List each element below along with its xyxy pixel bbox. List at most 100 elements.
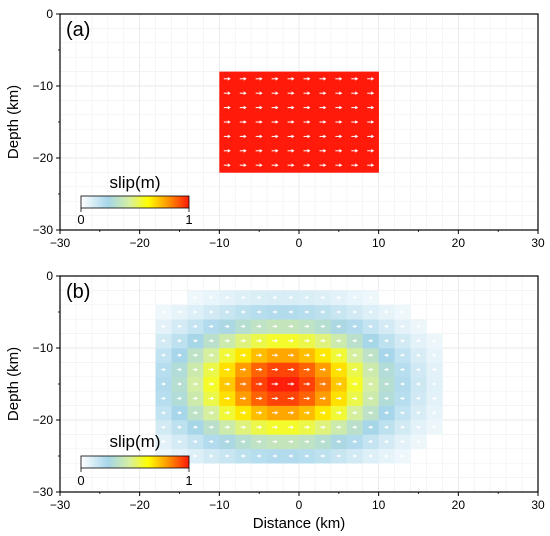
slip-arrow-head bbox=[339, 163, 343, 167]
panel-b-colorbar-min: 0 bbox=[77, 473, 84, 488]
slip-arrow-head bbox=[275, 134, 279, 139]
slip-arrow-head bbox=[307, 134, 311, 139]
panel-a-slip-arrows bbox=[223, 77, 375, 167]
slip-arrow-head bbox=[370, 396, 374, 401]
slip-arrow-head bbox=[259, 396, 263, 401]
slip-arrow-head bbox=[274, 324, 278, 329]
panel-b-slip-arrows bbox=[161, 295, 437, 458]
slip-arrow-head bbox=[371, 120, 375, 124]
slip-arrow-head bbox=[258, 310, 262, 314]
slip-arrow-head bbox=[243, 120, 247, 124]
slip-arrow-head bbox=[275, 396, 279, 401]
slip-arrow-head bbox=[178, 324, 182, 329]
slip-arrow-head bbox=[401, 339, 405, 343]
slip-arrow-head bbox=[258, 439, 262, 444]
slip-arrow-head bbox=[306, 439, 310, 444]
slip-arrow-head bbox=[290, 339, 294, 343]
slip-arrow-head bbox=[195, 382, 199, 386]
y-tick-label: −20 bbox=[33, 413, 54, 427]
x-tick-label: −10 bbox=[209, 498, 230, 512]
slip-arrow-head bbox=[194, 310, 198, 314]
slip-arrow-head bbox=[275, 339, 279, 343]
slip-arrow-head bbox=[290, 310, 294, 314]
slip-arrow-head bbox=[355, 149, 359, 153]
slip-arrow-head bbox=[307, 353, 311, 358]
slip-arrow-head bbox=[338, 367, 342, 372]
slip-arrow-head bbox=[242, 439, 246, 444]
slip-arrow-head bbox=[178, 439, 182, 444]
slip-arrow-head bbox=[211, 367, 215, 372]
slip-arrow-head bbox=[227, 120, 231, 124]
slip-arrow-head bbox=[291, 91, 295, 95]
slip-arrow-head bbox=[242, 324, 246, 329]
slip-arrow-head bbox=[338, 425, 342, 430]
x-tick-label: −20 bbox=[129, 236, 150, 250]
slip-arrow-head bbox=[178, 353, 182, 358]
slip-arrow-head bbox=[433, 353, 437, 358]
slip-arrow-head bbox=[322, 454, 326, 458]
slip-arrow-head bbox=[210, 439, 214, 444]
slip-arrow-head bbox=[291, 411, 295, 415]
x-tick-label: 30 bbox=[531, 236, 545, 250]
slip-arrow-head bbox=[306, 425, 310, 430]
slip-arrow-head bbox=[227, 149, 231, 153]
slip-arrow-head bbox=[307, 149, 311, 153]
slip-arrow-head bbox=[291, 105, 295, 110]
y-tick-label: −30 bbox=[33, 485, 54, 499]
slip-arrow-head bbox=[322, 425, 326, 430]
slip-arrow-head bbox=[322, 339, 326, 343]
slip-arrow-head bbox=[355, 77, 359, 81]
slip-arrow-head bbox=[178, 425, 182, 430]
slip-arrow-head bbox=[322, 439, 326, 444]
slip-arrow-head bbox=[371, 77, 375, 81]
slip-arrow-head bbox=[339, 120, 343, 124]
slip-arrow-head bbox=[259, 163, 263, 167]
slip-arrow-head bbox=[417, 382, 421, 386]
slip-arrow-head bbox=[194, 454, 198, 458]
slip-arrow-head bbox=[194, 324, 198, 329]
panel-b-ylabel: Depth (km) bbox=[5, 347, 22, 421]
slip-arrow-head bbox=[242, 295, 246, 300]
slip-arrow-head bbox=[385, 439, 389, 444]
slip-arrow-head bbox=[433, 339, 437, 343]
slip-arrow-head bbox=[355, 163, 359, 167]
slip-arrow-head bbox=[275, 105, 279, 110]
slip-arrow-head bbox=[354, 396, 358, 401]
slip-arrow-head bbox=[227, 105, 231, 110]
slip-arrow-head bbox=[338, 339, 342, 343]
slip-arrow-head bbox=[371, 134, 375, 139]
slip-arrow-head bbox=[339, 105, 343, 110]
slip-arrow-head bbox=[291, 149, 295, 153]
slip-arrow-head bbox=[290, 439, 294, 444]
slip-arrow-head bbox=[339, 91, 343, 95]
slip-arrow-head bbox=[211, 396, 215, 401]
slip-arrow-head bbox=[162, 324, 166, 329]
slip-arrow-head bbox=[195, 396, 199, 401]
panel-a-ticks: −30 −20 −10 0 10 20 300−10−20−30 bbox=[33, 7, 545, 250]
slip-arrow-head bbox=[162, 382, 166, 386]
slip-arrow-head bbox=[369, 295, 373, 300]
slip-arrow-head bbox=[259, 120, 263, 124]
slip-arrow-head bbox=[275, 353, 279, 358]
slip-arrow-head bbox=[401, 425, 405, 430]
slip-arrow-head bbox=[370, 324, 374, 329]
slip-arrow-head bbox=[291, 77, 295, 81]
slip-arrow-head bbox=[371, 91, 375, 95]
x-tick-label: 30 bbox=[531, 498, 545, 512]
slip-arrow-head bbox=[370, 339, 374, 343]
slip-arrow-head bbox=[338, 439, 342, 444]
slip-arrow-head bbox=[210, 425, 214, 430]
slip-arrow-head bbox=[354, 324, 358, 329]
slip-arrow-head bbox=[242, 454, 246, 458]
slip-arrow-head bbox=[210, 295, 214, 300]
slip-arrow-head bbox=[275, 77, 279, 81]
slip-arrow-head bbox=[243, 367, 247, 372]
slip-arrow-head bbox=[226, 425, 230, 430]
slip-arrow-head bbox=[210, 454, 214, 458]
slip-arrow-head bbox=[275, 91, 279, 95]
panel-a-colorbar-label: slip(m) bbox=[110, 173, 161, 192]
panel-b-colorbar-bar bbox=[80, 455, 190, 469]
slip-arrow-head bbox=[210, 339, 214, 343]
slip-arrow-head bbox=[194, 439, 198, 444]
slip-arrow-head bbox=[259, 105, 263, 110]
